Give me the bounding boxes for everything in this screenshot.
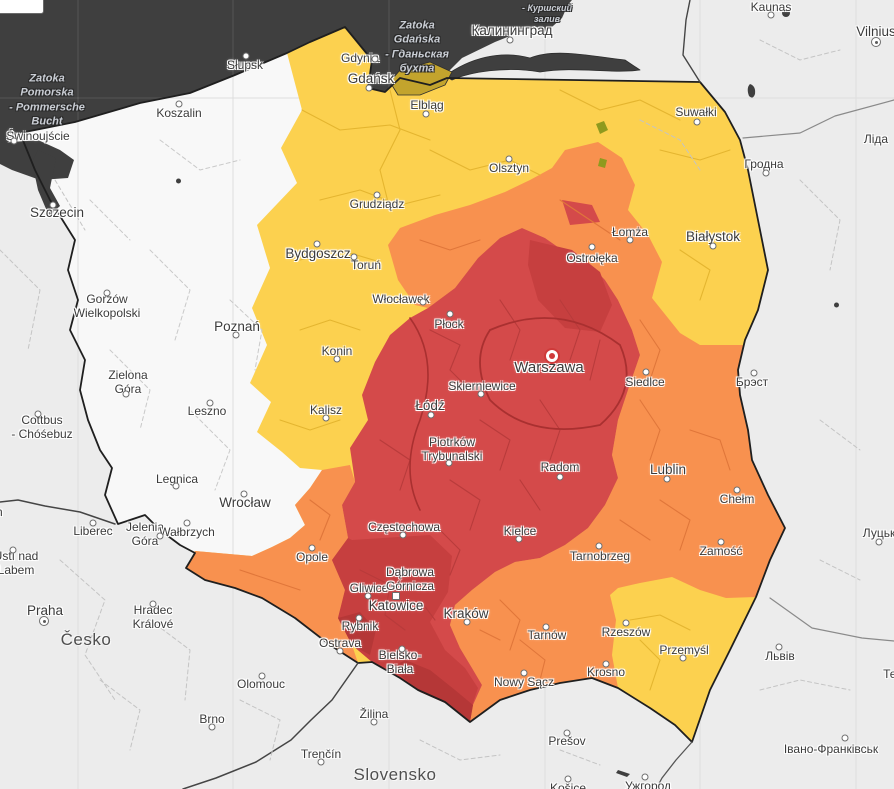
border-slovakia-ukraine [655, 741, 693, 789]
poland-border [19, 26, 786, 743]
baltic-sea-shape [0, 0, 572, 148]
border-czech-slovakia [182, 662, 359, 789]
orange-warning-zone-east [388, 142, 785, 722]
curonian-lagoon-shape [528, 0, 570, 34]
border-belarus-ukraine [769, 597, 894, 642]
border-lithuania-belarus [742, 99, 894, 139]
partial-map-control [0, 0, 44, 14]
border-lithuania-russia [682, 0, 701, 83]
red-warning-zone-silesia [332, 535, 478, 722]
border-germany-czech [0, 499, 116, 525]
red-warning-zone-northeast [528, 240, 612, 332]
red-warning-patch-mazury [562, 200, 600, 225]
kaliningrad-lagoon-shape [444, 52, 641, 81]
orange-warning-zone-southwest [186, 465, 358, 663]
